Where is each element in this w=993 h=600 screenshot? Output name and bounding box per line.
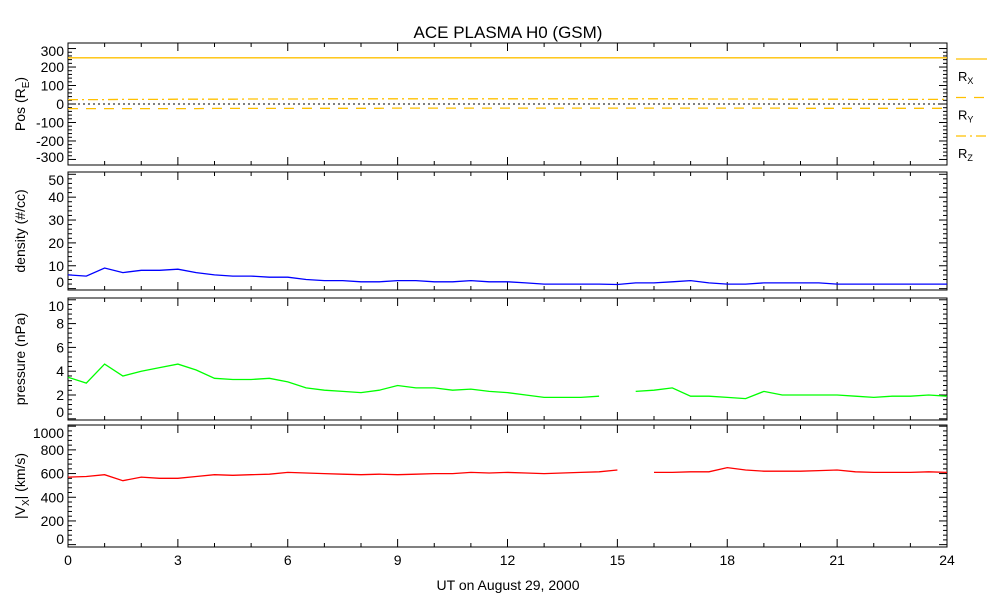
y-tick-label: 30 [48, 212, 64, 228]
y-tick-label: -300 [36, 149, 64, 165]
y-tick-label: 400 [41, 489, 65, 505]
y-label-subscript: E [21, 81, 32, 88]
x-tick-label: 6 [284, 552, 292, 568]
series-line-velocity-0 [67, 466, 948, 482]
x-tick-label: 3 [174, 552, 182, 568]
legend-label-text: R [958, 146, 967, 161]
y-axis-label: Pos (RE) [12, 77, 32, 131]
y-tick-label: 10 [48, 258, 64, 274]
series-line-position-2 [68, 98, 947, 101]
series-line-density-0 [67, 267, 947, 286]
legend-label-subscript: X [967, 76, 973, 86]
y-label-text: density (#/cc) [12, 189, 28, 272]
panel-pressure: 10 8 6 4 20 pressure (nPa) [12, 297, 948, 421]
y-axis-label: density (#/cc) [12, 189, 28, 272]
y-tick-label: 600 [41, 466, 65, 482]
x-tick-label: 21 [829, 552, 845, 568]
y-label-text: |V [12, 505, 28, 519]
y-tick-label: 2 [56, 387, 64, 403]
x-tick-label: 9 [394, 552, 402, 568]
x-tick-label: 15 [610, 552, 626, 568]
series-line-position-1 [68, 107, 947, 110]
y-tick-label: 0 [56, 96, 64, 112]
x-tick-label: 24 [939, 552, 955, 568]
legend-label-subscript: Z [967, 153, 973, 163]
y-tick-label: 6 [56, 339, 64, 355]
x-axis-label: UT on August 29, 2000 [437, 577, 580, 593]
y-tick-label: 300 [41, 43, 65, 59]
y-label-text-end: | (km/s) [12, 453, 28, 499]
y-tick-label: 10 [48, 298, 64, 314]
y-tick-label: 50 [48, 172, 64, 188]
series-line-pressure-0 [67, 363, 948, 400]
y-tick-label: 1000 [33, 425, 64, 441]
legend-label-1: RY [958, 108, 973, 125]
y-tick-label: 0 [56, 274, 64, 290]
y-tick-label: 800 [41, 442, 65, 458]
y-label-text: Pos (R [12, 88, 28, 131]
x-tick-label: 0 [64, 552, 72, 568]
legend-label-0: RX [958, 69, 973, 86]
panel-frame [67, 424, 948, 548]
legend-label-text: R [958, 108, 967, 123]
y-label-text: pressure (nPa) [12, 313, 28, 406]
y-tick-label: 200 [41, 513, 65, 529]
legend-label-subscript: Y [967, 115, 973, 125]
x-tick-label: 18 [719, 552, 735, 568]
y-tick-label: 8 [56, 316, 64, 332]
y-tick-label: 200 [41, 59, 65, 75]
chart-title: ACE PLASMA H0 (GSM) [414, 23, 603, 42]
y-tick-label: 0 [56, 404, 64, 420]
panel-frame [67, 171, 948, 291]
y-tick-label: -100 [36, 114, 64, 130]
y-label-text-end: ) [12, 77, 28, 82]
panel-frame [67, 297, 948, 421]
y-tick-label: 0 [56, 531, 64, 547]
y-tick-label: 40 [48, 189, 64, 205]
y-tick-label: -200 [36, 133, 64, 149]
y-label-subscript: X [21, 499, 32, 506]
y-tick-label: 4 [56, 363, 64, 379]
y-axis-label: pressure (nPa) [12, 313, 28, 406]
y-tick-label: 20 [48, 235, 64, 251]
y-axis-label: |VX| (km/s) [12, 453, 32, 519]
legend-label-text: R [958, 69, 967, 84]
legend-label-2: RZ [958, 146, 973, 163]
y-tick-label: 100 [41, 78, 65, 94]
x-tick-label: 12 [500, 552, 516, 568]
